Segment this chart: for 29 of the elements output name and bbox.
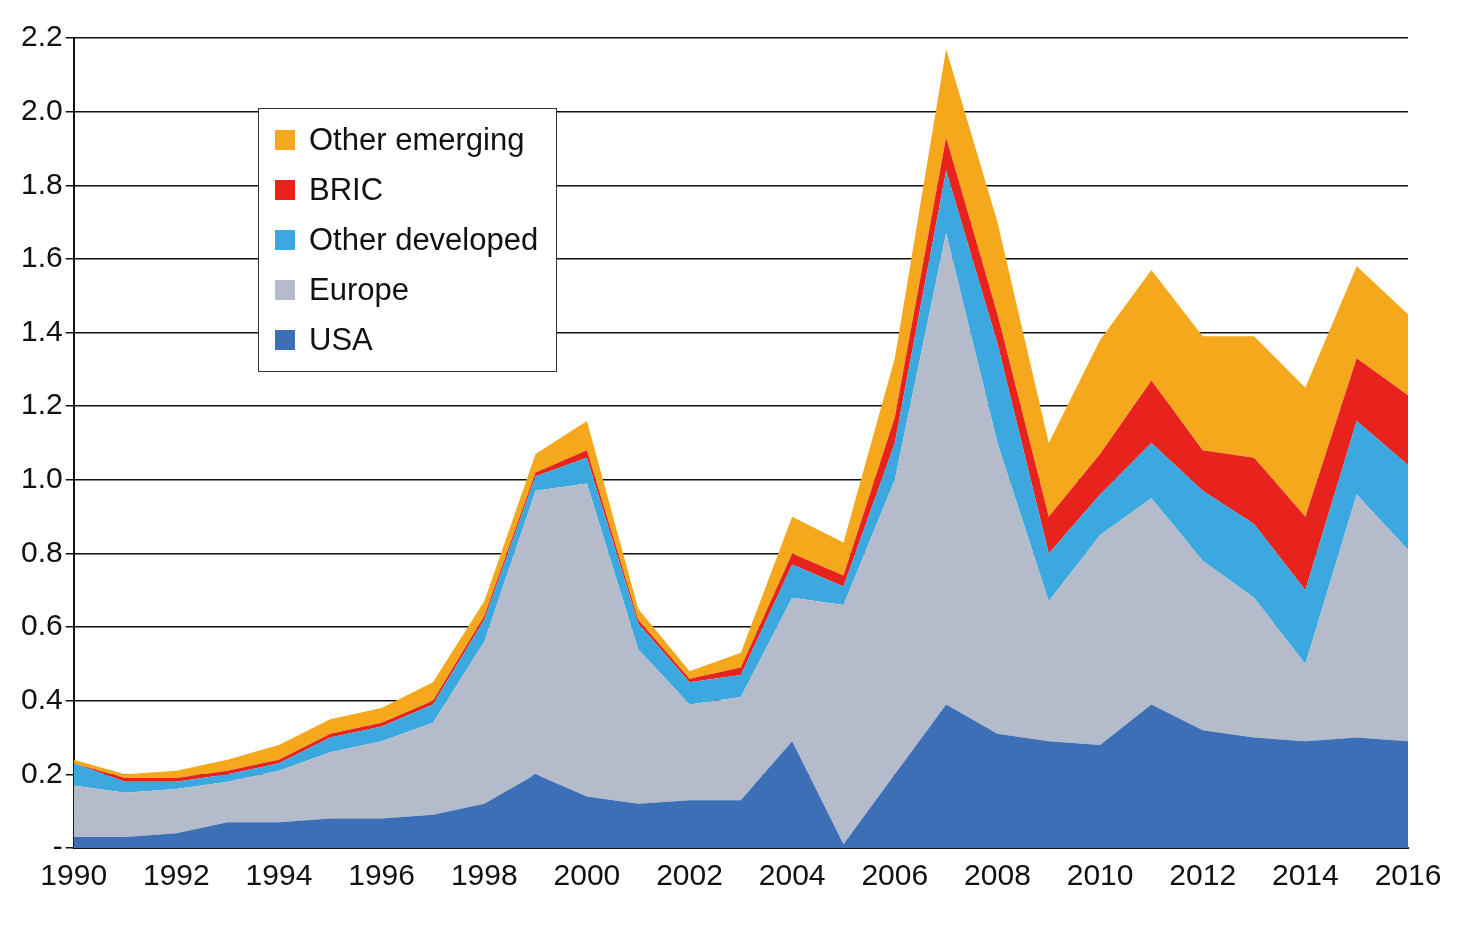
x-tick-label: 2010 (1066, 858, 1134, 892)
legend-label: Europe (309, 272, 409, 308)
y-tick-label: 0.6 (20, 608, 63, 642)
x-tick-label: 1992 (142, 858, 210, 892)
y-tick-label: 1.4 (20, 313, 63, 347)
x-tick-label: 1994 (245, 858, 313, 892)
x-tick-label: 2014 (1271, 858, 1339, 892)
x-tick-label: 2006 (861, 858, 929, 892)
x-tick-label: 2012 (1169, 858, 1237, 892)
legend-label: Other developed (309, 222, 539, 258)
y-tick-label: 0.2 (20, 755, 63, 789)
y-tick-label: 1.6 (20, 240, 63, 274)
x-tick-label: 2008 (964, 858, 1031, 892)
x-tick-label: 1996 (348, 858, 415, 892)
legend-label: Other emerging (309, 122, 525, 158)
y-tick-label: 1.2 (20, 387, 63, 421)
y-tick-label: 0.4 (20, 681, 63, 715)
legend-label: BRIC (309, 172, 384, 208)
x-tick-label: 2002 (656, 858, 723, 892)
x-tick-label: 2004 (758, 858, 826, 892)
y-tick-label: 1.0 (20, 461, 63, 495)
y-tick-label: 1.8 (20, 166, 63, 200)
y-tick-label: 2.0 (20, 92, 63, 126)
x-tick-label: 1998 (450, 858, 518, 892)
x-tick-label: 2000 (553, 858, 621, 892)
x-tick-label: 2016 (1374, 858, 1442, 892)
y-tick-label: 0.8 (20, 534, 63, 568)
legend-label: USA (309, 322, 373, 358)
y-tick-label: 2.2 (20, 19, 63, 53)
